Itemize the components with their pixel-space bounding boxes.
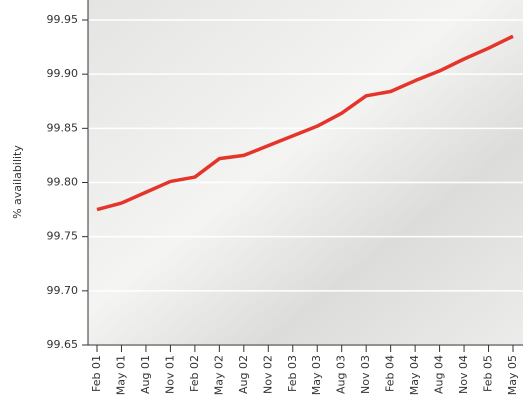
x-tick-label: Nov 04 bbox=[457, 355, 470, 394]
x-tick-label: Feb 01 bbox=[90, 355, 103, 392]
x-tick-label: Aug 01 bbox=[139, 355, 152, 394]
plot-background bbox=[88, 0, 523, 346]
x-tick-label: Feb 05 bbox=[482, 355, 495, 392]
line bbox=[96, 34, 514, 212]
y-tick-label: 99.70 bbox=[47, 284, 79, 297]
x-tick-label: Feb 04 bbox=[384, 355, 397, 392]
x-tick-label: Aug 04 bbox=[433, 355, 446, 394]
x-tick-label: May 04 bbox=[408, 355, 421, 395]
y-tick-label: 99.95 bbox=[47, 13, 79, 26]
x-tick-label: Nov 03 bbox=[359, 355, 372, 394]
y-tick-label: 99.90 bbox=[47, 67, 79, 80]
x-tick-label: May 05 bbox=[506, 355, 519, 395]
x-tick-label: Feb 03 bbox=[286, 355, 299, 392]
x-tick-label: Aug 02 bbox=[237, 355, 250, 394]
x-tick-label: Aug 03 bbox=[335, 355, 348, 394]
y-tick-label: 99.65 bbox=[47, 338, 79, 351]
x-tick-label: Nov 01 bbox=[163, 355, 176, 394]
x-tick-label: May 02 bbox=[212, 355, 225, 395]
x-tick-label: Nov 02 bbox=[261, 355, 274, 394]
y-axis-label: % availability bbox=[11, 145, 24, 219]
x-tick-label: Feb 02 bbox=[188, 355, 201, 392]
y-tick-label: 99.75 bbox=[47, 230, 79, 243]
x-tick-label: May 01 bbox=[114, 355, 127, 395]
y-tick-label: 99.80 bbox=[47, 176, 79, 189]
y-tick-label: 99.85 bbox=[47, 121, 79, 134]
x-tick-label: May 03 bbox=[310, 355, 323, 395]
